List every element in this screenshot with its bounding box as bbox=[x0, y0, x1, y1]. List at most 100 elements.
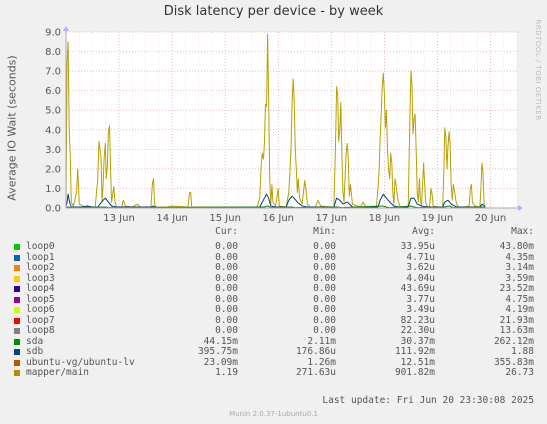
legend-swatch bbox=[14, 328, 20, 334]
legend-max: 4.35m bbox=[505, 251, 534, 263]
legend-max: 3.59m bbox=[505, 272, 534, 284]
chart-title: Disk latency per device - by week bbox=[163, 4, 384, 19]
legend-min: 0.00 bbox=[313, 283, 336, 294]
legend-cur: 0.00 bbox=[215, 325, 238, 336]
legend-max: 262.12m bbox=[493, 335, 534, 347]
legend-min: 0.00 bbox=[313, 262, 336, 273]
legend-swatch bbox=[14, 254, 20, 261]
legend-name: loop2 bbox=[26, 262, 55, 273]
y-tick-label: 5.0 bbox=[45, 106, 61, 117]
legend-name: loop5 bbox=[26, 293, 55, 305]
y-tick-label: 6.0 bbox=[45, 86, 61, 97]
legend-name: loop8 bbox=[26, 325, 55, 336]
legend-cur: 395.75m bbox=[197, 346, 238, 357]
legend-cur: 0.00 bbox=[215, 283, 238, 294]
y-tick-label: 3.0 bbox=[45, 145, 61, 156]
legend-swatch bbox=[14, 338, 20, 345]
legend-min: 0.00 bbox=[313, 272, 336, 284]
legend-avg: 901.82m bbox=[394, 367, 435, 378]
legend-max: 13.63m bbox=[499, 325, 534, 336]
legend-row: sda 44.15m 2.11m 30.37m 262.12m bbox=[0, 336, 547, 348]
legend-avg: 4.04u bbox=[406, 272, 435, 284]
legend-swatch bbox=[14, 296, 20, 303]
legend-avg: 12.51m bbox=[400, 356, 435, 368]
legend-header-cur: Cur: bbox=[215, 226, 238, 237]
x-tick-label: 19 Jun bbox=[422, 213, 454, 224]
legend-cur: 0.00 bbox=[215, 262, 238, 273]
y-axis-arrow bbox=[63, 26, 69, 31]
legend-header-min: Min: bbox=[313, 226, 336, 237]
legend-name: sda bbox=[26, 335, 44, 347]
legend-cur: 0.00 bbox=[215, 272, 238, 284]
legend-swatch bbox=[14, 286, 20, 292]
legend-name: loop7 bbox=[26, 314, 55, 326]
legend-swatch bbox=[14, 265, 20, 271]
legend-avg: 43.69u bbox=[400, 283, 435, 294]
legend-name: loop6 bbox=[26, 304, 55, 315]
series-line-sdb bbox=[65, 193, 486, 209]
legend-row: loop5 0.00 0.00 3.77u 4.75m bbox=[0, 294, 547, 306]
legend-row: loop3 0.00 0.00 4.04u 3.59m bbox=[0, 273, 547, 285]
series-line-mapper-main bbox=[65, 33, 486, 208]
legend-header-avg: Avg: bbox=[412, 226, 435, 237]
legend-max: 26.73 bbox=[505, 367, 534, 378]
legend-cur: 23.09m bbox=[203, 356, 238, 368]
legend-min: 0.00 bbox=[313, 251, 336, 263]
legend-row: loop7 0.00 0.00 82.23u 21.93m bbox=[0, 315, 547, 327]
legend-avg: 22.30u bbox=[400, 325, 435, 336]
plot-area: 0.0 1.0 2.0 3.0 4.0 5.0 6.0 7.0 8.0 9.0 13 Jun 14 J… bbox=[45, 26, 523, 224]
footer-version: Munin 2.0.37-1ubuntu0.1 bbox=[229, 410, 318, 418]
legend-cur: 0.00 bbox=[215, 293, 238, 305]
y-tick-label: 8.0 bbox=[45, 47, 61, 58]
legend-avg: 33.95u bbox=[400, 241, 435, 252]
legend-avg: 82.23u bbox=[400, 314, 435, 326]
legend-row: ubuntu-vg/ubuntu-lv 23.09m 1.26m 12.51m 355.… bbox=[0, 357, 547, 369]
legend-min: 0.00 bbox=[313, 304, 336, 315]
legend-min: 2.11m bbox=[307, 335, 336, 347]
x-tick-label: 20 Jun bbox=[475, 213, 507, 224]
y-tick-label: 2.0 bbox=[45, 164, 61, 175]
legend-max: 4.75m bbox=[505, 293, 534, 305]
legend-max: 43.80m bbox=[499, 241, 534, 252]
legend-min: 0.00 bbox=[313, 293, 336, 305]
legend-min: 0.00 bbox=[313, 325, 336, 336]
legend-cur: 0.00 bbox=[215, 241, 238, 252]
legend-header-max: Max: bbox=[511, 226, 534, 237]
x-tick-label: 14 Jun bbox=[156, 213, 188, 224]
legend-row: loop2 0.00 0.00 3.62u 3.14m bbox=[0, 262, 547, 274]
legend-cur: 44.15m bbox=[203, 335, 238, 347]
legend-cur: 1.19 bbox=[215, 367, 238, 378]
legend-min: 0.00 bbox=[313, 241, 336, 252]
legend-row: loop4 0.00 0.00 43.69u 23.52m bbox=[0, 283, 547, 295]
legend-name: loop4 bbox=[26, 283, 55, 294]
legend-max: 1.88 bbox=[511, 346, 534, 357]
y-tick-label: 7.0 bbox=[45, 67, 61, 78]
legend-header: Cur: Min: Avg: Max: bbox=[0, 226, 547, 238]
legend-max: 21.93m bbox=[499, 314, 534, 326]
legend-name: sdb bbox=[26, 346, 44, 357]
legend-name: loop0 bbox=[26, 241, 55, 252]
legend-min: 271.63u bbox=[295, 367, 336, 378]
legend-max: 355.83m bbox=[493, 356, 534, 368]
last-update: Last update: Fri Jun 20 23:30:08 2025 bbox=[322, 395, 534, 406]
legend-swatch bbox=[14, 370, 20, 376]
legend-name: ubuntu-vg/ubuntu-lv bbox=[26, 356, 135, 368]
legend-cur: 0.00 bbox=[215, 251, 238, 263]
legend-avg: 3.49u bbox=[406, 304, 435, 315]
y-tick-label: 0.0 bbox=[45, 204, 61, 215]
legend-swatch bbox=[14, 317, 20, 324]
legend-min: 176.86u bbox=[295, 346, 336, 357]
legend-avg: 111.92m bbox=[394, 346, 435, 357]
legend-min: 1.26m bbox=[307, 356, 336, 368]
legend-swatch bbox=[14, 307, 20, 313]
legend-cur: 0.00 bbox=[215, 304, 238, 315]
legend-avg: 30.37m bbox=[400, 335, 435, 347]
legend-swatch bbox=[14, 244, 20, 250]
legend-row: mapper/main 1.19 271.63u 901.82m 26.73 bbox=[0, 367, 547, 379]
x-tick-label: 17 Jun bbox=[316, 213, 348, 224]
x-tick-label: 18 Jun bbox=[369, 213, 401, 224]
legend-name: mapper/main bbox=[26, 367, 89, 378]
y-tick-label: 9.0 bbox=[45, 28, 61, 39]
x-tick-label: 15 Jun bbox=[209, 213, 241, 224]
